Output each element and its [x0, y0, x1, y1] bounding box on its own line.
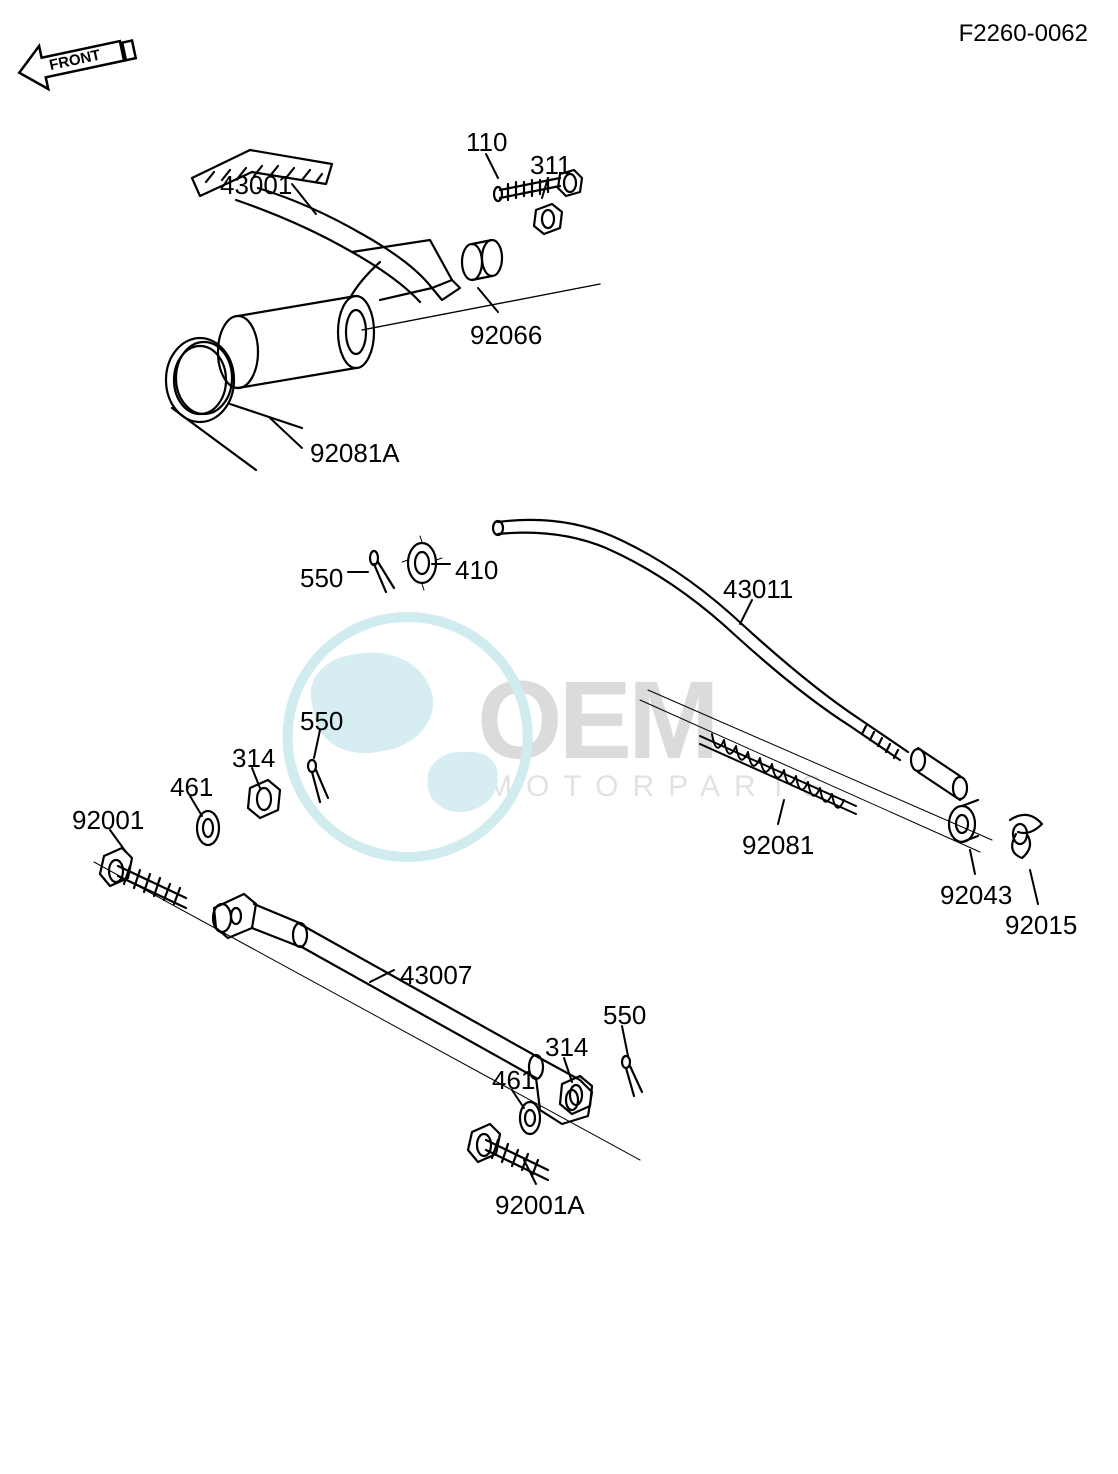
callout-part-43011: 43011	[723, 574, 793, 605]
callout-part-550b: 550	[300, 706, 343, 737]
callout-part-92015: 92015	[1005, 910, 1077, 941]
callout-part-92001A: 92001A	[495, 1190, 585, 1221]
exploded-diagram	[0, 0, 1118, 1474]
callout-part-461a: 461	[170, 772, 213, 803]
callout-part-43001: 43001	[220, 170, 292, 201]
callout-part-461b: 461	[492, 1065, 535, 1096]
callout-part-410: 410	[455, 555, 498, 586]
callout-part-314b: 314	[545, 1032, 588, 1063]
callout-part-92001: 92001	[72, 805, 144, 836]
callout-part-92081A: 92081A	[310, 438, 400, 469]
callout-part-43007: 43007	[400, 960, 472, 991]
callout-part-311: 311	[530, 150, 571, 181]
callout-part-92043: 92043	[940, 880, 1012, 911]
callout-part-550a: 550	[300, 563, 343, 594]
callout-part-110: 110	[466, 127, 507, 158]
callout-part-92081: 92081	[742, 830, 814, 861]
callout-part-550c: 550	[603, 1000, 646, 1031]
callout-part-314a: 314	[232, 743, 275, 774]
callout-part-92066: 92066	[470, 320, 542, 351]
